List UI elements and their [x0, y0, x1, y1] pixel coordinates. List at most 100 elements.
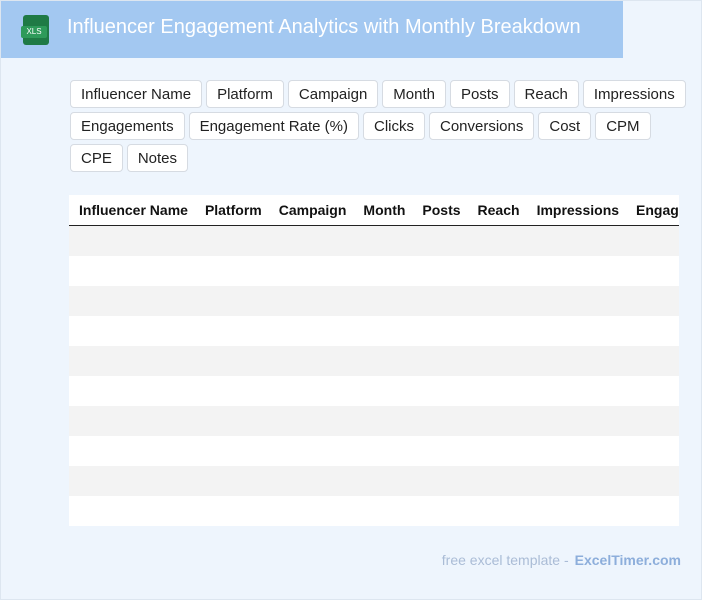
field-chip[interactable]: Clicks: [363, 112, 425, 140]
table-cell: [467, 436, 527, 466]
table-cell: [353, 286, 413, 316]
table-cell: [467, 496, 527, 526]
table-cell: [626, 346, 679, 376]
table-row: [69, 436, 679, 466]
table-row: [69, 376, 679, 406]
table-cell: [268, 376, 354, 406]
table-cell: [353, 316, 413, 346]
table-cell: [412, 225, 468, 256]
table-cell: [412, 406, 468, 436]
table-cell: [69, 466, 195, 496]
table-cell: [626, 406, 679, 436]
table-cell: [268, 496, 354, 526]
table-row: [69, 256, 679, 286]
field-chip[interactable]: Posts: [450, 80, 510, 108]
table-cell: [467, 286, 527, 316]
table-cell: [69, 346, 195, 376]
table-cell: [69, 225, 195, 256]
field-chip[interactable]: Cost: [538, 112, 592, 140]
brand[interactable]: ExcelTimer.com: [574, 552, 681, 568]
table-cell: [626, 286, 679, 316]
table-cell: [412, 316, 468, 346]
table-cell: [69, 376, 195, 406]
table-cell: [467, 466, 527, 496]
table-cell: [69, 436, 195, 466]
table-cell: [526, 406, 627, 436]
table-cell: [353, 436, 413, 466]
table-container: Influencer Name Platform Campaign Month Post…: [69, 195, 679, 526]
table-cell: [412, 466, 468, 496]
column-header: Impressions: [526, 195, 627, 226]
table-cell: [268, 466, 354, 496]
table-row: [69, 406, 679, 436]
field-list: Influencer Name Platform Campaign Month Post…: [70, 80, 690, 172]
table-cell: [467, 346, 527, 376]
table-cell: [353, 496, 413, 526]
column-header: Engagements: [626, 195, 679, 226]
field-chip[interactable]: Month: [382, 80, 446, 108]
table-cell: [353, 256, 413, 286]
column-header: Posts: [412, 195, 468, 226]
title: Influencer Engagement Analytics with Mon…: [67, 16, 581, 38]
table-cell: [268, 346, 354, 376]
file-icon: XLS: [21, 15, 49, 45]
table-cell: [412, 286, 468, 316]
table-cell: [526, 376, 627, 406]
field-chip[interactable]: Campaign: [287, 80, 379, 108]
table-cell: [194, 466, 269, 496]
table-row: [69, 316, 679, 346]
column-header: Campaign: [268, 195, 354, 226]
table-cell: [268, 225, 354, 256]
field-chip[interactable]: Engagement Rate (%): [188, 112, 359, 140]
table-cell: [69, 286, 195, 316]
table-cell: [526, 346, 627, 376]
table-cell: [526, 436, 627, 466]
footer: free excel template - ExcelTimer.com: [442, 552, 681, 568]
table-cell: [526, 316, 627, 346]
table-row: [69, 466, 679, 496]
table-cell: [194, 225, 269, 256]
table: Influencer Name Platform Campaign Month Post…: [69, 195, 679, 526]
table-cell: [526, 496, 627, 526]
field-chip[interactable]: Conversions: [429, 112, 535, 140]
column-header: Reach: [467, 195, 527, 226]
table-cell: [268, 406, 354, 436]
table-cell: [412, 376, 468, 406]
field-chip[interactable]: CPE: [70, 144, 123, 172]
header-row: Influencer Name Platform Campaign Month Post…: [69, 195, 679, 226]
table-cell: [69, 496, 195, 526]
field-chip[interactable]: Impressions: [582, 80, 686, 108]
table-cell: [412, 346, 468, 376]
field-chip[interactable]: Notes: [126, 144, 189, 172]
table-cell: [268, 286, 354, 316]
field-chip[interactable]: Platform: [206, 80, 284, 108]
table-cell: [526, 225, 627, 256]
table-cell: [194, 436, 269, 466]
table-row: [69, 286, 679, 316]
table-cell: [194, 346, 269, 376]
table-cell: [467, 376, 527, 406]
table-cell: [353, 225, 413, 256]
table-cell: [626, 436, 679, 466]
table-cell: [412, 436, 468, 466]
table-cell: [526, 286, 627, 316]
table-cell: [626, 256, 679, 286]
table-cell: [412, 496, 468, 526]
field-chip[interactable]: Influencer Name: [70, 80, 203, 108]
table-cell: [467, 316, 527, 346]
table-cell: [268, 316, 354, 346]
column-header: Platform: [194, 195, 269, 226]
table-cell: [467, 225, 527, 256]
table-cell: [626, 466, 679, 496]
table-cell: [626, 316, 679, 346]
column-header: Influencer Name: [69, 195, 195, 226]
table-row: [69, 346, 679, 376]
icon-label: XLS: [21, 26, 47, 38]
field-chip[interactable]: Engagements: [70, 112, 185, 140]
table-cell: [353, 466, 413, 496]
table-cell: [194, 286, 269, 316]
table-cell: [268, 256, 354, 286]
field-chip[interactable]: Reach: [513, 80, 579, 108]
field-chip[interactable]: CPM: [595, 112, 651, 140]
